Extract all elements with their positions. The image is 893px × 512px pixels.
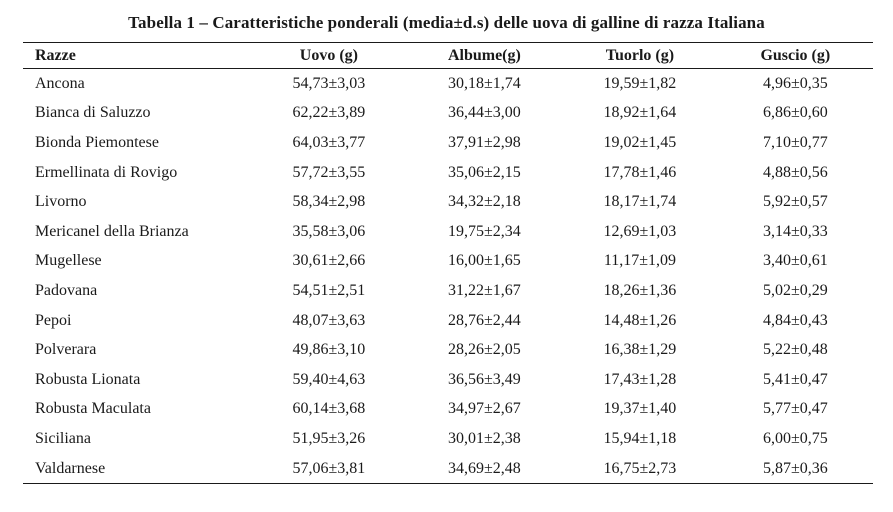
cell-shell: 5,92±0,57: [762, 193, 828, 211]
cell-shell: 5,41±0,47: [762, 370, 828, 388]
cell-shell: 3,14±0,33: [762, 222, 828, 240]
header-row: Razze Uovo (g) Albume(g) Tuorlo (g) Gusc…: [23, 42, 873, 69]
table-row: Mugellese 30,61±2,66 16,00±1,65 11,17±1,09 3…: [23, 247, 873, 277]
table-title: Tabella 1 – Caratteristiche ponderali (m…: [128, 13, 765, 32]
cell-egg: 35,58±3,06: [292, 222, 366, 240]
cell-shell: 6,00±0,75: [762, 429, 828, 447]
cell-yolk: 16,38±1,29: [603, 341, 677, 359]
cell-egg: 54,51±2,51: [292, 281, 366, 299]
cell-breed: Padovana: [35, 281, 98, 299]
cell-albumen: 34,97±2,67: [448, 400, 521, 418]
cell-shell: 6,86±0,60: [762, 104, 828, 122]
cell-albumen: 19,75±2,34: [448, 222, 521, 240]
cell-yolk: 19,02±1,45: [603, 133, 677, 151]
cell-albumen: 36,44±3,00: [448, 104, 521, 122]
cell-egg: 60,14±3,68: [292, 400, 366, 418]
cell-shell: 3,40±0,61: [762, 252, 828, 270]
cell-egg: 62,22±3,89: [292, 104, 366, 122]
cell-albumen: 28,76±2,44: [448, 311, 521, 329]
cell-shell: 5,02±0,29: [762, 281, 828, 299]
table-row: Robusta Maculata 60,14±3,68 34,97±2,67 19,3…: [23, 395, 873, 425]
table-row: Padovana 54,51±2,51 31,22±1,67 18,26±1,36 5,…: [23, 276, 873, 306]
cell-yolk: 14,48±1,26: [603, 311, 677, 329]
header-breed: Razze: [23, 42, 252, 69]
cell-egg: 48,07±3,63: [292, 311, 366, 329]
cell-albumen: 16,00±1,65: [448, 252, 521, 270]
cell-shell: 4,88±0,56: [762, 163, 828, 181]
cell-yolk: 17,43±1,28: [603, 370, 677, 388]
table-row: Robusta Lionata 59,40±4,63 36,56±3,49 17,43…: [23, 365, 873, 395]
table-row: Valdarnese 57,06±3,81 34,69±2,48 16,75±2,73…: [23, 453, 873, 485]
table-row: Bionda Piemontese 64,03±3,77 37,91±2,98 19,…: [23, 128, 873, 158]
header-yolk: Tuorlo (g): [562, 42, 718, 69]
cell-shell: 4,84±0,43: [762, 311, 828, 329]
cell-egg: 49,86±3,10: [292, 341, 366, 359]
cell-egg: 64,03±3,77: [292, 133, 366, 151]
cell-egg: 30,61±2,66: [292, 252, 366, 270]
cell-egg: 54,73±3,03: [292, 74, 366, 92]
cell-breed: Ermellinata di Rovigo: [35, 163, 178, 181]
cell-albumen: 28,26±2,05: [448, 341, 521, 359]
header-egg: Uovo (g): [251, 42, 407, 69]
cell-breed: Bionda Piemontese: [35, 133, 159, 151]
egg-weight-table: Razze Uovo (g) Albume(g) Tuorlo (g) Gusc…: [23, 42, 873, 485]
cell-breed: Livorno: [35, 193, 87, 211]
cell-shell: 7,10±0,77: [762, 133, 828, 151]
table-row: Livorno 58,34±2,98 34,32±2,18 18,17±1,74 5,9…: [23, 187, 873, 217]
cell-egg: 59,40±4,63: [292, 370, 366, 388]
cell-yolk: 16,75±2,73: [562, 453, 718, 485]
cell-breed: Mericanel della Brianza: [35, 222, 189, 240]
cell-yolk: 19,37±1,40: [603, 400, 677, 418]
table-header: Razze Uovo (g) Albume(g) Tuorlo (g) Gusc…: [23, 42, 873, 69]
cell-breed: Bianca di Saluzzo: [35, 104, 151, 122]
cell-yolk: 19,59±1,82: [603, 74, 677, 92]
cell-egg: 58,34±2,98: [292, 193, 366, 211]
table-body: Ancona 54,73±3,03 30,18±1,74 19,59±1,82 4,96…: [23, 69, 873, 485]
cell-egg: 51,95±3,26: [292, 429, 366, 447]
cell-albumen: 34,69±2,48: [406, 453, 563, 485]
table-row: Ancona 54,73±3,03 30,18±1,74 19,59±1,82 4,96…: [23, 69, 873, 99]
cell-breed: Robusta Maculata: [35, 400, 151, 418]
cell-breed: Siciliana: [35, 429, 91, 447]
cell-breed: Pepoi: [35, 311, 72, 329]
cell-albumen: 30,18±1,74: [448, 74, 521, 92]
cell-albumen: 31,22±1,67: [448, 281, 521, 299]
cell-yolk: 18,17±1,74: [603, 193, 677, 211]
cell-albumen: 36,56±3,49: [448, 370, 521, 388]
table-row: Mericanel della Brianza 35,58±3,06 19,75±2…: [23, 217, 873, 247]
cell-yolk: 12,69±1,03: [603, 222, 677, 240]
cell-breed: Polverara: [35, 341, 97, 359]
cell-yolk: 15,94±1,18: [603, 429, 677, 447]
cell-breed: Valdarnese: [23, 453, 252, 485]
cell-egg: 57,72±3,55: [292, 163, 366, 181]
cell-albumen: 35,06±2,15: [448, 163, 521, 181]
header-albumen: Albume(g): [406, 42, 563, 69]
cell-yolk: 17,78±1,46: [603, 163, 677, 181]
table-row: Pepoi 48,07±3,63 28,76±2,44 14,48±1,26 4,84±…: [23, 306, 873, 336]
table-row: Polverara 49,86±3,10 28,26±2,05 16,38±1,29 5…: [23, 335, 873, 365]
cell-breed: Mugellese: [35, 252, 102, 270]
cell-yolk: 18,92±1,64: [603, 104, 677, 122]
cell-shell: 5,87±0,36: [717, 453, 873, 485]
cell-albumen: 30,01±2,38: [448, 429, 521, 447]
cell-shell: 4,96±0,35: [762, 74, 828, 92]
header-shell: Guscio (g): [717, 42, 873, 69]
cell-egg: 57,06±3,81: [251, 453, 407, 485]
cell-breed: Robusta Lionata: [35, 370, 141, 388]
cell-albumen: 34,32±2,18: [448, 193, 521, 211]
cell-shell: 5,77±0,47: [762, 400, 828, 418]
table-row: Bianca di Saluzzo 62,22±3,89 36,44±3,00 18,…: [23, 99, 873, 129]
table-row: Ermellinata di Rovigo 57,72±3,55 35,06±2,1…: [23, 158, 873, 188]
cell-breed: Ancona: [35, 74, 85, 92]
cell-yolk: 18,26±1,36: [603, 281, 677, 299]
cell-shell: 5,22±0,48: [762, 341, 828, 359]
cell-albumen: 37,91±2,98: [448, 133, 521, 151]
cell-yolk: 11,17±1,09: [603, 252, 676, 270]
table-row: Siciliana 51,95±3,26 30,01±2,38 15,94±1,18 6…: [23, 424, 873, 454]
